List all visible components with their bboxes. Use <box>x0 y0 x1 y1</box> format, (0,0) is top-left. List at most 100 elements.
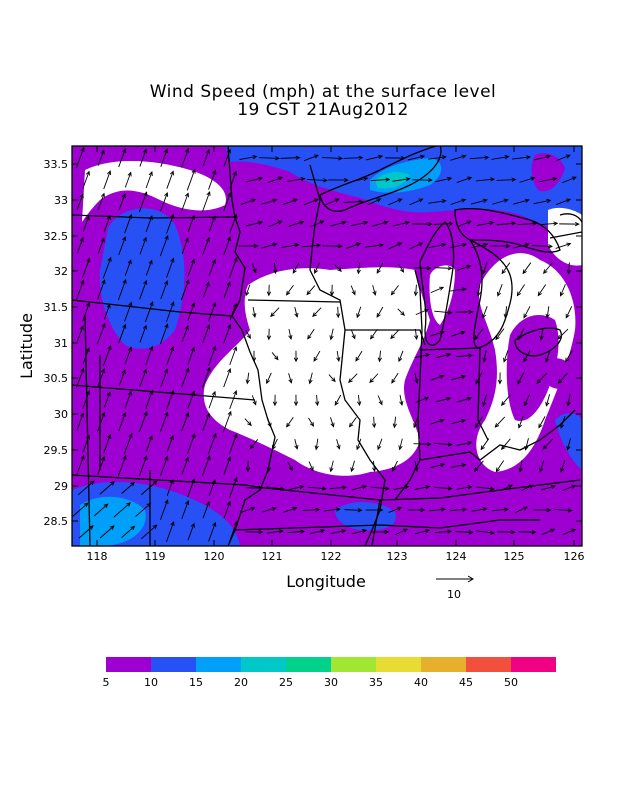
wind-vector <box>390 329 400 340</box>
y-tick-label: 29 <box>54 480 68 493</box>
wind-vector <box>144 301 154 323</box>
wind-vector <box>223 323 232 344</box>
wind-vector <box>187 478 196 498</box>
speed-band-20-25-north <box>375 172 410 189</box>
wind-vector <box>223 500 231 519</box>
wind-vector <box>542 262 553 275</box>
wind-vector <box>355 350 363 362</box>
wind-vector <box>135 502 152 517</box>
wind-vector <box>413 416 419 429</box>
wind-vector <box>492 507 509 512</box>
wind-vector <box>103 214 111 233</box>
wind-vector <box>181 456 189 475</box>
wind-vector <box>308 417 315 427</box>
state-boundaries <box>72 146 582 546</box>
wind-vector <box>285 285 294 296</box>
wind-vector <box>102 256 112 279</box>
wind-vector <box>474 328 484 341</box>
wind-vector <box>273 262 278 275</box>
wind-vector <box>245 220 264 227</box>
wind-vector <box>503 350 509 363</box>
wind-vector <box>539 328 544 341</box>
wind-vector <box>287 177 306 182</box>
wind-vector <box>102 345 112 367</box>
colorbar-label: 50 <box>504 676 518 689</box>
wind-vector <box>430 418 445 425</box>
colorbar-label: 30 <box>324 676 338 689</box>
wind-vector <box>539 460 545 473</box>
wind-vector <box>97 237 105 254</box>
wind-vector <box>456 396 472 403</box>
x-tick-label: 119 <box>145 550 166 563</box>
wind-vector <box>512 155 531 160</box>
wind-vector <box>208 215 216 232</box>
wind-vector <box>496 177 517 182</box>
wind-vector <box>267 176 284 184</box>
wind-vector <box>497 529 516 535</box>
wind-vector <box>308 461 314 472</box>
wind-vector <box>545 350 551 363</box>
wind-vector <box>259 156 280 161</box>
wind-vector <box>555 198 571 206</box>
wind-vector <box>138 410 148 433</box>
wind-vector <box>245 485 264 491</box>
wind-vector <box>223 192 232 212</box>
wind-vector <box>180 278 190 301</box>
colorbar-swatch <box>466 657 511 672</box>
wind-vector <box>201 455 211 477</box>
wind-vector <box>330 220 347 227</box>
wind-vector <box>356 306 362 319</box>
wind-vector <box>139 236 147 255</box>
wind-vector <box>96 322 106 345</box>
x-tick-label: 122 <box>321 550 342 563</box>
wind-vector <box>139 148 147 167</box>
wind-vector <box>208 301 217 322</box>
wind-vector <box>187 390 196 409</box>
wind-vector <box>308 486 327 491</box>
wind-vector <box>533 198 552 205</box>
wind-vector <box>181 367 190 388</box>
wind-vector <box>457 264 472 271</box>
wind-vector <box>310 220 325 228</box>
y-tick-label: 33.5 <box>44 158 69 171</box>
colorbar-swatch <box>151 657 196 672</box>
wind-vector <box>266 460 271 473</box>
wind-vector <box>245 284 251 297</box>
wind-vector <box>287 461 293 472</box>
wind-vector <box>282 198 299 206</box>
wind-vector <box>145 389 154 410</box>
wind-vector <box>365 154 384 161</box>
wind-vector <box>207 432 217 455</box>
wind-vector <box>121 481 136 494</box>
wind-vector <box>82 170 90 189</box>
wind-vector <box>428 199 447 204</box>
wind-vector <box>434 442 453 447</box>
wind-vector <box>456 176 473 183</box>
wind-vector <box>288 328 293 340</box>
wind-vector <box>566 438 571 451</box>
wind-vector <box>519 176 536 183</box>
wind-vector <box>121 525 136 539</box>
wind-vector <box>449 507 468 512</box>
wind-vector <box>497 372 503 385</box>
wind-vector <box>414 328 419 341</box>
wind-vector <box>181 192 190 211</box>
wind-vector <box>301 243 322 248</box>
wind-vector <box>499 484 513 492</box>
wind-vector <box>434 486 453 491</box>
wind-vector <box>325 198 340 206</box>
wind-vector <box>559 221 580 227</box>
wind-vector <box>336 439 341 450</box>
wind-vector <box>495 328 505 341</box>
wind-vector <box>266 486 285 491</box>
wind-vector <box>538 221 559 226</box>
wind-vector <box>288 220 305 227</box>
wind-vector <box>223 148 231 167</box>
wind-vector <box>407 154 426 161</box>
wind-vector <box>202 500 210 519</box>
wind-vector <box>388 506 403 513</box>
wind-vector <box>166 389 175 410</box>
wind-vector <box>500 394 511 407</box>
wind-vector <box>72 502 89 518</box>
colorbar-label: 35 <box>369 676 383 689</box>
